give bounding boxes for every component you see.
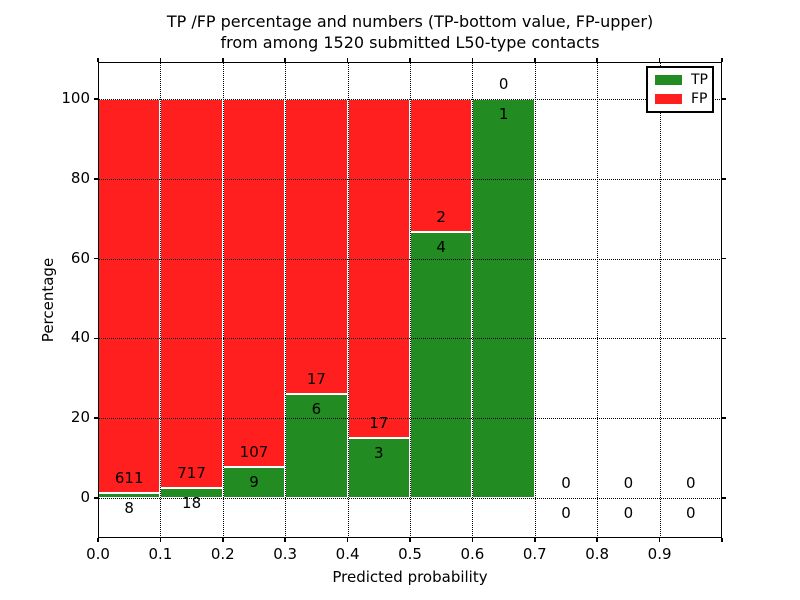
y-tick-mark (94, 337, 98, 340)
fp-count-label: 611 (114, 468, 144, 487)
x-axis-label: Predicted probability (332, 568, 488, 586)
bar-fp-segment (160, 99, 223, 489)
y-tick-label: 20 (70, 408, 90, 427)
fp-legend-swatch-icon (655, 94, 682, 104)
fp-count-label: 0 (498, 75, 509, 93)
x-tick-mark (222, 538, 224, 542)
bar-fp-segment (285, 99, 348, 394)
x-tick-mark (346, 538, 349, 542)
x-tick-mark (97, 538, 99, 542)
fp-count-label: 0 (561, 474, 571, 492)
x-tick-mark (596, 538, 598, 542)
y-tick-mark-right (722, 417, 726, 419)
gridline-vertical (160, 62, 162, 538)
x-tick-mark-top (721, 58, 723, 62)
x-tick-label: 0.1 (148, 545, 173, 563)
x-tick-label: 0.7 (522, 545, 547, 563)
tp-count-label: 1 (498, 105, 509, 123)
x-tick-mark-top (97, 58, 99, 62)
gridline-vertical (410, 62, 411, 538)
y-tick-label: 40 (70, 328, 90, 347)
gridline-vertical (472, 62, 474, 538)
gridline-vertical (597, 62, 599, 538)
x-tick-label: 0.6 (460, 545, 485, 563)
x-tick-mark-top (534, 58, 536, 62)
tp-count-label: 0 (623, 504, 634, 522)
fp-count-label: 107 (239, 443, 269, 462)
x-tick-label: 0.9 (647, 545, 672, 563)
x-tick-mark-top (284, 58, 286, 62)
x-tick-mark (284, 538, 286, 542)
x-tick-label: 0.2 (210, 545, 235, 563)
tp-count-label: 9 (249, 473, 259, 492)
gridline-vertical (347, 62, 349, 538)
x-tick-mark (658, 538, 661, 542)
tp-count-label: 0 (561, 504, 571, 522)
x-tick-mark-top (658, 58, 661, 62)
y-tick-mark (94, 178, 98, 180)
y-tick-label: 80 (70, 168, 90, 187)
fp-count-label: 0 (686, 474, 696, 492)
tp-count-label: 8 (124, 498, 134, 517)
x-tick-mark-top (409, 58, 411, 62)
x-tick-mark (471, 538, 474, 542)
y-tick-label: 100 (61, 89, 90, 107)
x-tick-label: 0.5 (398, 545, 422, 563)
bar-tp-segment (410, 232, 473, 498)
y-tick-label: 0 (80, 488, 90, 506)
x-tick-mark (721, 538, 723, 542)
tp-legend-swatch-icon (655, 75, 682, 85)
legend-box: TP FP (646, 66, 714, 113)
x-tick-mark-top (596, 58, 598, 62)
tp-legend-label: TP (691, 72, 708, 88)
legend-entry-tp: TP (655, 73, 712, 87)
plot-frame (98, 62, 722, 538)
y-tick-label: 60 (70, 248, 90, 267)
x-tick-mark-top (346, 58, 349, 62)
tp-count-label: 0 (686, 504, 696, 522)
chart-title-line2: from among 1520 submitted L50-type conta… (220, 33, 600, 52)
tp-count-label: 4 (436, 238, 446, 256)
tp-count-label: 18 (182, 494, 202, 513)
y-tick-mark (94, 98, 98, 100)
x-tick-mark (159, 538, 162, 542)
bar-tp-segment (472, 99, 535, 498)
x-tick-mark (409, 538, 411, 542)
chart-title-line1: TP /FP percentage and numbers (TP-bottom… (166, 12, 654, 31)
gridline-vertical (659, 62, 661, 538)
fp-count-label: 17 (306, 369, 326, 388)
y-tick-mark (94, 417, 98, 419)
x-tick-label: 0.0 (86, 545, 110, 563)
y-tick-mark-right (722, 497, 726, 499)
gridline-vertical (222, 62, 224, 538)
x-tick-mark-top (222, 58, 224, 62)
fp-count-label: 0 (623, 474, 634, 492)
fp-legend-label: FP (691, 91, 708, 107)
y-tick-mark-right (722, 257, 726, 260)
bar-tp-segment (222, 467, 286, 498)
y-tick-mark-right (722, 337, 726, 340)
x-tick-label: 0.8 (585, 545, 610, 563)
x-tick-mark-top (471, 58, 474, 62)
y-tick-mark-right (722, 98, 726, 100)
gridline-vertical (534, 62, 536, 538)
y-tick-mark (94, 497, 98, 499)
x-tick-mark (534, 538, 536, 542)
bar-fp-segment (222, 99, 286, 468)
x-tick-label: 0.3 (273, 545, 298, 563)
legend-entry-fp: FP (655, 92, 712, 106)
tp-count-label: 3 (374, 444, 384, 463)
fp-count-label: 717 (177, 464, 206, 483)
x-tick-label: 0.4 (335, 545, 360, 563)
y-tick-mark (94, 257, 98, 260)
chart-title: TP /FP percentage and numbers (TP-bottom… (98, 11, 722, 53)
bar-fp-segment (98, 99, 161, 493)
tp-count-label: 6 (311, 399, 322, 418)
fp-count-label: 2 (436, 208, 446, 226)
gridline-vertical (285, 62, 287, 538)
y-tick-mark-right (722, 178, 726, 180)
fp-count-label: 17 (369, 414, 389, 433)
x-tick-mark-top (159, 58, 162, 62)
